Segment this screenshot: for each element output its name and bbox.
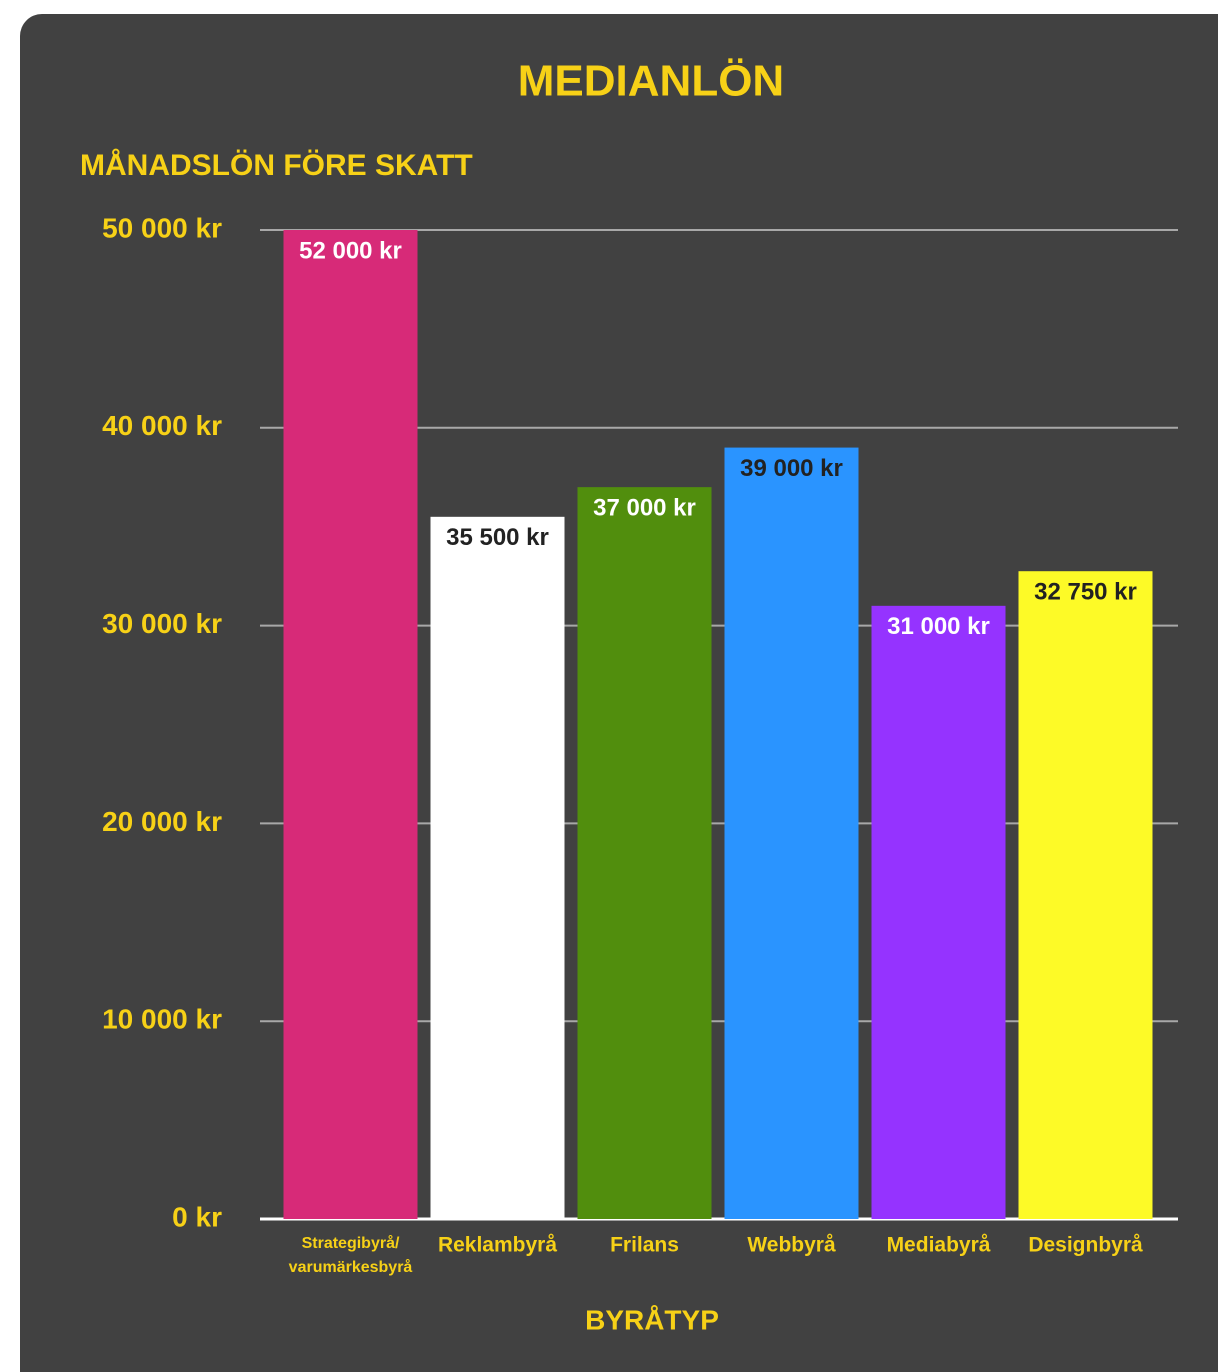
x-tick-label: Strategibyrå/varumärkesbyrå [289,1234,413,1276]
value-label: 37 000 kr [593,494,696,521]
x-axis-title: BYRÅTYP [585,1304,719,1335]
bar [1018,571,1153,1219]
y-axis-title: MÅNADSLÖN FÖRE SKATT [80,149,473,182]
x-tick-label: Reklambyrå [438,1234,557,1257]
chart-title: MEDIANLÖN [518,57,784,106]
x-tick-label: Frilans [610,1234,679,1257]
bar [577,487,712,1219]
value-label: 39 000 kr [740,455,843,482]
value-label: 32 750 kr [1034,579,1137,606]
bar [724,447,859,1220]
x-tick-label: Designbyrå [1028,1234,1143,1257]
x-tick-label: Mediabyrå [887,1234,991,1257]
y-tick-label: 40 000 kr [102,410,222,441]
value-label: 35 500 kr [446,524,549,551]
bar [871,605,1006,1219]
value-label: 31 000 kr [887,613,990,640]
y-tick-label: 30 000 kr [102,608,222,639]
bar [430,516,565,1219]
bar [283,230,418,1220]
y-tick-label: 10 000 kr [102,1004,222,1035]
value-label: 52 000 kr [299,237,402,264]
y-tick-label: 0 kr [172,1201,222,1232]
y-tick-label: 20 000 kr [102,806,222,837]
y-tick-label: 50 000 kr [102,212,222,243]
x-tick-label: Webbyrå [747,1234,836,1257]
